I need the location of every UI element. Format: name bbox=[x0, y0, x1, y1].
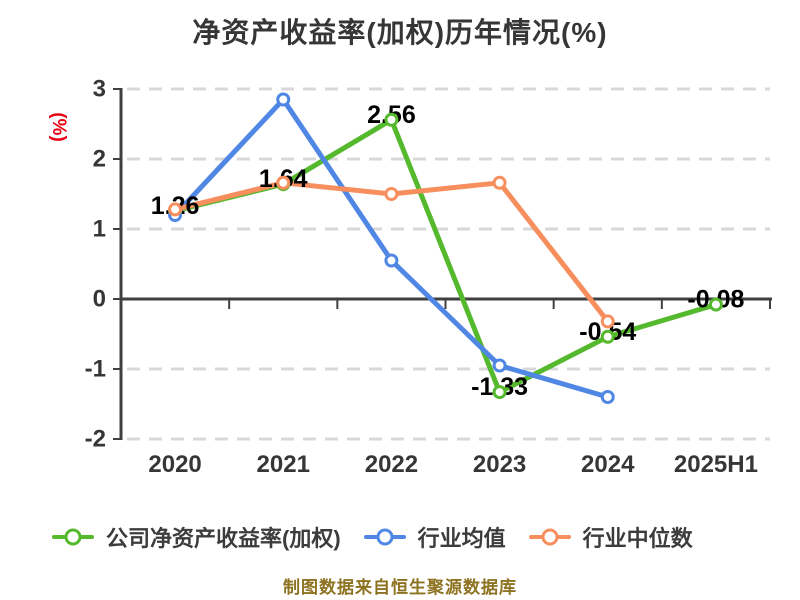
legend-line-marker-icon bbox=[528, 528, 571, 546]
page-title: 净资产收益率(加权)历年情况(%) bbox=[192, 17, 608, 48]
data-point-marker-s2-0 bbox=[168, 202, 183, 217]
data-point-marker-s1-1 bbox=[276, 92, 291, 107]
x-tick-label: 2025H1 bbox=[674, 451, 758, 478]
data-point-marker-s0-2 bbox=[384, 112, 399, 127]
data-point-marker-s0-3 bbox=[492, 385, 507, 400]
legend-ring-icon bbox=[541, 528, 559, 546]
data-point-marker-s1-2 bbox=[384, 253, 399, 268]
x-tick-label: 2022 bbox=[365, 451, 418, 478]
series-line-2 bbox=[172, 180, 611, 324]
data-source-note: 制图数据来自恒生聚源数据库 bbox=[283, 578, 517, 597]
data-point-marker-s1-3 bbox=[492, 358, 507, 373]
y-tick-label: -2 bbox=[85, 426, 106, 453]
legend-label: 公司净资产收益率(加权) bbox=[106, 526, 341, 551]
data-point-marker-s1-4 bbox=[600, 390, 615, 404]
x-tick-label: 2024 bbox=[581, 451, 635, 478]
y-tick-label: 1 bbox=[93, 216, 106, 243]
y-tick-label: 2 bbox=[93, 146, 106, 173]
data-point-marker-s2-2 bbox=[384, 187, 399, 201]
x-tick-label: 2020 bbox=[148, 451, 201, 478]
data-point-marker-s0-4 bbox=[600, 329, 615, 344]
legend-item-1[interactable]: 行业均值 bbox=[363, 521, 506, 553]
data-point-marker-s2-3 bbox=[492, 175, 507, 190]
legend-ring-icon bbox=[64, 528, 82, 546]
data-point-marker-s2-4 bbox=[600, 314, 615, 329]
legend-label: 行业中位数 bbox=[582, 526, 693, 551]
legend-item-0[interactable]: 公司净资产收益率(加权) bbox=[52, 521, 341, 553]
data-point-marker-s2-1 bbox=[276, 175, 291, 190]
series-line-1 bbox=[172, 97, 611, 400]
y-tick-label: 0 bbox=[93, 286, 106, 313]
y-tick-label: -1 bbox=[85, 356, 106, 383]
legend-ring-icon bbox=[376, 528, 394, 546]
x-tick-label: 2023 bbox=[473, 451, 526, 478]
legend-label: 行业均值 bbox=[417, 526, 506, 551]
data-point-marker-s0-5 bbox=[708, 297, 723, 312]
legend-line-marker-icon bbox=[363, 528, 406, 546]
x-tick-label: 2021 bbox=[257, 451, 310, 478]
series-line-0 bbox=[172, 117, 719, 395]
chart-legend: 公司净资产收益率(加权) 行业均值 行业中位数 bbox=[52, 521, 693, 553]
legend-line-marker-icon bbox=[52, 528, 94, 546]
y-tick-label: 3 bbox=[93, 76, 106, 103]
legend-item-2[interactable]: 行业中位数 bbox=[528, 521, 693, 553]
